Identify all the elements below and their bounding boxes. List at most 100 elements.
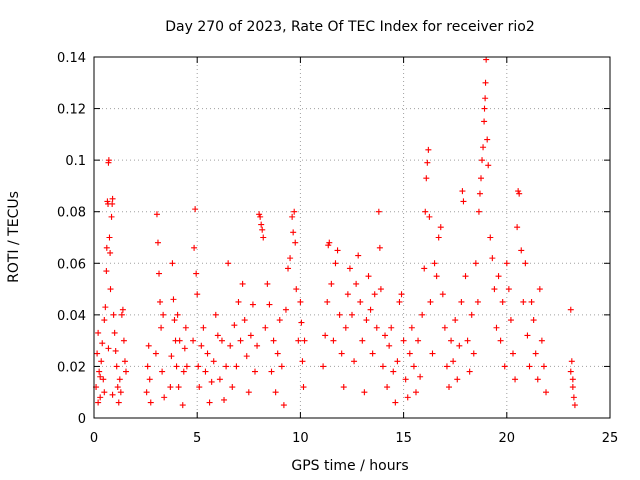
data-point: [520, 298, 527, 305]
data-point: [247, 332, 254, 339]
data-point: [482, 95, 489, 102]
data-point: [167, 384, 174, 391]
data-point: [435, 234, 442, 241]
data-point: [143, 389, 150, 396]
data-point: [94, 350, 101, 357]
x-tick-label: 10: [292, 431, 309, 446]
data-point: [518, 247, 525, 254]
data-point: [400, 337, 407, 344]
data-point: [297, 298, 304, 305]
data-points: [93, 56, 578, 409]
data-point: [161, 394, 168, 401]
data-point: [456, 342, 463, 349]
data-point: [363, 317, 370, 324]
data-point: [452, 317, 459, 324]
data-point: [532, 350, 539, 357]
data-point: [293, 286, 300, 293]
data-point: [181, 345, 188, 352]
data-point: [355, 252, 362, 259]
data-point: [116, 376, 123, 383]
data-point: [233, 363, 240, 370]
data-point: [437, 224, 444, 231]
data-point: [425, 146, 432, 153]
data-point: [258, 221, 265, 228]
data-point: [200, 324, 207, 331]
data-point: [332, 260, 339, 267]
data-point: [112, 347, 119, 354]
data-point: [487, 234, 494, 241]
y-tick-label: 0.06: [57, 257, 86, 272]
data-point: [100, 376, 107, 383]
data-point: [208, 378, 215, 385]
data-point: [342, 324, 349, 331]
data-point: [431, 260, 438, 267]
data-point: [377, 286, 384, 293]
data-point: [194, 291, 201, 298]
data-point: [216, 376, 223, 383]
data-point: [289, 213, 296, 220]
data-point: [156, 270, 163, 277]
data-point: [285, 265, 292, 272]
data-point: [505, 286, 512, 293]
data-point: [183, 363, 190, 370]
data-point: [483, 56, 490, 63]
data-point: [114, 384, 121, 391]
data-point: [415, 337, 422, 344]
data-point: [225, 260, 232, 267]
data-point: [118, 311, 125, 318]
data-point: [169, 260, 176, 267]
data-point: [147, 399, 154, 406]
data-point: [121, 358, 128, 365]
data-point: [159, 368, 166, 375]
data-point: [272, 389, 279, 396]
data-point: [402, 376, 409, 383]
data-point: [98, 358, 105, 365]
data-point: [349, 311, 355, 318]
data-point: [429, 350, 436, 357]
data-point: [192, 206, 199, 213]
data-point: [419, 311, 426, 318]
data-point: [276, 317, 283, 324]
data-point: [160, 311, 167, 318]
data-point: [388, 324, 395, 331]
data-point: [394, 358, 401, 365]
data-point: [168, 353, 175, 360]
data-point: [514, 224, 521, 231]
data-point: [325, 242, 332, 249]
data-point: [103, 244, 110, 251]
data-point: [472, 260, 479, 267]
data-point: [278, 363, 285, 370]
y-tick-label: 0.1: [65, 154, 86, 169]
data-point: [120, 337, 127, 344]
data-point: [481, 118, 488, 125]
data-point: [367, 306, 374, 313]
data-point: [146, 376, 153, 383]
data-point: [237, 337, 244, 344]
data-point: [212, 311, 219, 318]
data-point: [113, 363, 120, 370]
data-point: [174, 311, 181, 318]
data-point: [257, 213, 264, 220]
data-point: [365, 273, 372, 280]
data-point: [503, 260, 510, 267]
grid-lines: [94, 57, 610, 418]
data-point: [470, 350, 477, 357]
data-point: [266, 301, 273, 308]
data-point: [524, 332, 531, 339]
data-point: [206, 399, 213, 406]
data-point: [282, 306, 289, 313]
data-point: [179, 402, 186, 409]
data-point: [301, 337, 308, 344]
data-point: [274, 350, 281, 357]
data-point: [491, 286, 498, 293]
data-point: [154, 239, 161, 246]
data-point: [176, 337, 183, 344]
data-point: [264, 280, 271, 287]
y-axis-label: ROTI / TECUs: [6, 191, 22, 283]
y-tick-label: 0: [78, 412, 86, 427]
data-point: [384, 384, 391, 391]
data-point: [507, 317, 514, 324]
data-point: [262, 324, 269, 331]
data-point: [454, 376, 461, 383]
data-point: [270, 337, 277, 344]
